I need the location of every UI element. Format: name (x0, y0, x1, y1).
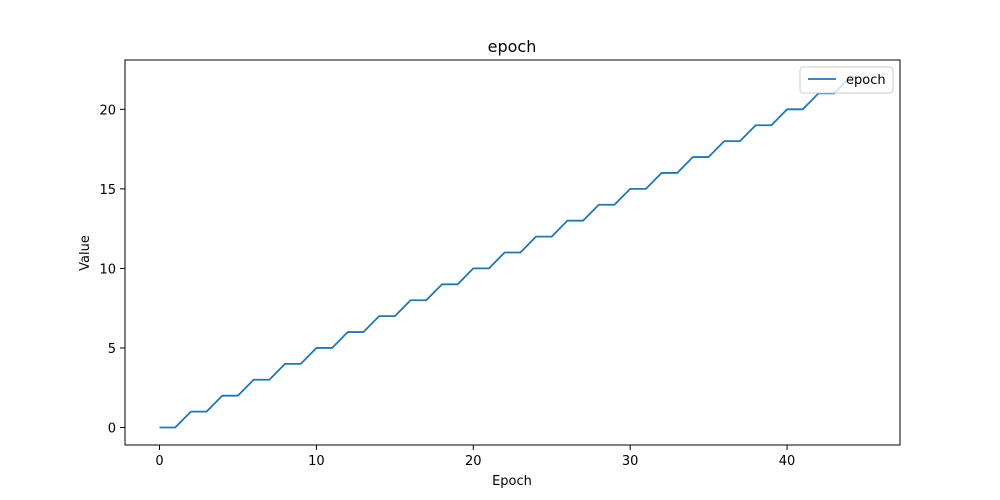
x-tick-label: 20 (465, 454, 482, 469)
y-tick-label: 0 (108, 422, 116, 437)
y-tick-label: 5 (108, 342, 116, 357)
series-line-epoch (159, 76, 866, 429)
x-tick-label: 30 (622, 454, 639, 469)
x-tick-label: 40 (779, 454, 796, 469)
y-tick-label: 20 (99, 103, 116, 118)
y-tick-label: 15 (99, 183, 116, 198)
legend-box (799, 66, 894, 94)
legend: epoch (799, 66, 894, 94)
legend-label: epoch (846, 73, 886, 88)
x-tick-label: 0 (155, 454, 163, 469)
x-tick-label: 10 (308, 454, 325, 469)
x-axis-label: Epoch (492, 474, 532, 489)
plot-frame (124, 59, 901, 446)
y-axis-label: Value (78, 235, 93, 271)
chart-title: epoch (488, 37, 537, 56)
y-tick-label: 10 (99, 262, 116, 277)
